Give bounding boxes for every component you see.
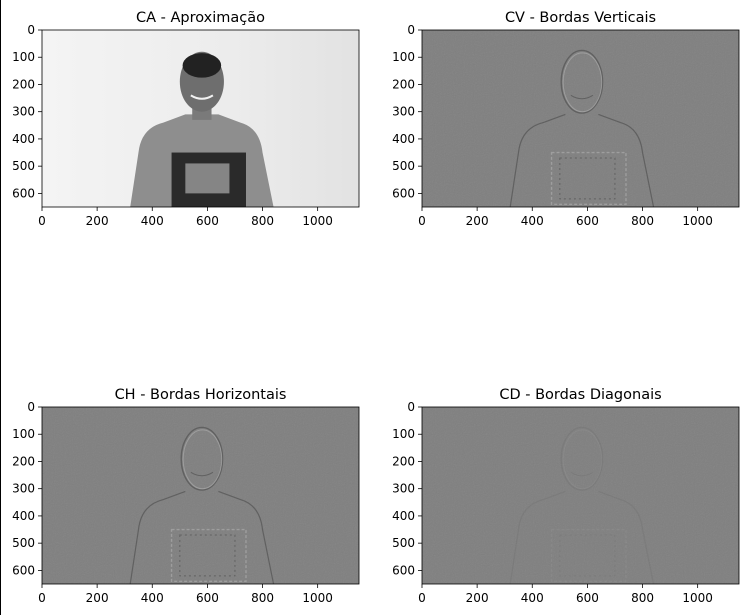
axes-frame <box>421 406 740 585</box>
x-tick-label: 200 <box>466 591 489 605</box>
y-tick-label: 200 <box>392 77 415 91</box>
edge-mouth <box>190 471 214 477</box>
x-tick-label: 1000 <box>302 591 333 605</box>
y-tick-label: 200 <box>392 454 415 468</box>
y-tick-label: 100 <box>12 427 35 441</box>
image-noise <box>422 407 739 584</box>
image-noise <box>42 407 359 584</box>
edge-print-inner <box>559 534 616 577</box>
x-tick-label: 0 <box>38 214 46 228</box>
x-tick-label: 600 <box>576 591 599 605</box>
x-tick-label: 600 <box>576 214 599 228</box>
edge-print <box>550 151 627 205</box>
x-tick-label: 0 <box>418 591 426 605</box>
y-tick-label: 600 <box>392 563 415 577</box>
x-tick-label: 200 <box>86 591 109 605</box>
edge-head-inner <box>562 429 603 490</box>
x-tick-label: 0 <box>418 214 426 228</box>
axes-frame <box>421 29 740 208</box>
left-border-line <box>0 0 1 615</box>
subplot-cd: CD - Bordas Diagonais 0 200 400 600 800 1000 0 1… <box>392 387 740 605</box>
edge-mouth <box>570 94 594 100</box>
image-cv <box>422 30 739 207</box>
x-tick-label: 400 <box>141 214 164 228</box>
y-tick-label: 100 <box>12 50 35 64</box>
x-tick-label: 800 <box>251 591 274 605</box>
x-tick-label: 400 <box>141 591 164 605</box>
y-tick-label: 600 <box>12 563 35 577</box>
y-tick-label: 500 <box>12 159 35 173</box>
y-tick-label: 400 <box>12 132 35 146</box>
shirt-print-detail <box>185 163 230 194</box>
image-ca <box>42 30 359 207</box>
subplot-title: CA - Aproximação <box>136 10 265 26</box>
edge-head <box>560 426 604 491</box>
subplot-ca: CA - Aproximação 0 200 400 600 800 1000 0 100 200… <box>12 10 360 228</box>
x-tick-label: 1000 <box>682 214 713 228</box>
edge-head <box>180 426 224 491</box>
subject-smile <box>190 94 214 100</box>
image-noise <box>422 30 739 207</box>
y-tick-label: 600 <box>392 186 415 200</box>
axes-frame <box>41 29 360 208</box>
edge-print <box>550 528 627 582</box>
edge-head-inner <box>562 52 603 113</box>
edge-print-inner <box>179 534 236 577</box>
y-tick-label: 500 <box>392 159 415 173</box>
edge-head <box>560 49 604 114</box>
y-tick-label: 0 <box>407 23 415 37</box>
edge-print-inner <box>559 157 616 200</box>
edge-head-inner <box>182 429 223 490</box>
y-tick-label: 600 <box>12 186 35 200</box>
x-tick-label: 600 <box>196 591 219 605</box>
axes-frame <box>41 406 360 585</box>
edge-mouth <box>570 471 594 477</box>
y-tick-label: 200 <box>12 77 35 91</box>
y-tick-label: 200 <box>12 454 35 468</box>
x-tick-label: 600 <box>196 214 219 228</box>
y-tick-label: 400 <box>392 509 415 523</box>
subplot-title: CH - Bordas Horizontais <box>115 387 287 403</box>
subplot-title: CD - Bordas Diagonais <box>499 387 661 403</box>
image-cd <box>422 407 739 584</box>
y-tick-label: 300 <box>392 105 415 119</box>
x-tick-label: 1000 <box>682 591 713 605</box>
x-tick-label: 800 <box>251 214 274 228</box>
x-tick-label: 400 <box>521 591 544 605</box>
y-tick-label: 0 <box>407 400 415 414</box>
y-tick-label: 100 <box>392 50 415 64</box>
image-ch <box>42 407 359 584</box>
y-tick-label: 300 <box>12 105 35 119</box>
edge-shoulders <box>509 490 655 584</box>
x-tick-label: 800 <box>631 591 654 605</box>
edge-print <box>170 528 247 582</box>
x-tick-label: 400 <box>521 214 544 228</box>
y-tick-label: 400 <box>392 132 415 146</box>
y-tick-label: 0 <box>27 400 35 414</box>
subplot-title: CV - Bordas Verticais <box>505 10 656 26</box>
edge-shoulders <box>509 113 655 207</box>
x-tick-label: 200 <box>466 214 489 228</box>
x-tick-label: 800 <box>631 214 654 228</box>
y-tick-label: 300 <box>392 482 415 496</box>
y-tick-label: 500 <box>392 536 415 550</box>
y-tick-label: 0 <box>27 23 35 37</box>
y-tick-label: 400 <box>12 509 35 523</box>
y-tick-label: 100 <box>392 427 415 441</box>
subject-hair <box>182 53 222 78</box>
x-tick-label: 1000 <box>302 214 333 228</box>
x-tick-label: 200 <box>86 214 109 228</box>
edge-shoulders <box>129 490 275 584</box>
x-tick-label: 0 <box>38 591 46 605</box>
y-tick-label: 300 <box>12 482 35 496</box>
subplot-cv: CV - Bordas Verticais 0 200 400 600 800 1000 0 1… <box>392 10 740 228</box>
y-tick-label: 500 <box>12 536 35 550</box>
